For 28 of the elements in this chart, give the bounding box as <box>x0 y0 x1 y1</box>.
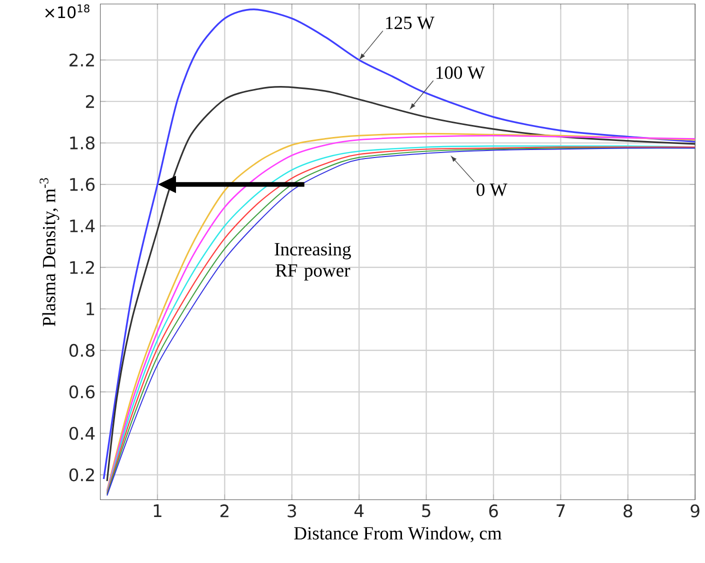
y-tick-label: 1.8 <box>70 136 94 150</box>
y-tick-label: 2.2 <box>70 53 94 66</box>
y-tick-label: 1.4 <box>70 220 95 232</box>
x-tick-label: 3 <box>288 504 296 518</box>
x-tick-label: 7 <box>556 504 565 517</box>
y-axis-title: Plasma Density, m$^{-3}$ <box>40 178 60 326</box>
y-tick-label: 0.4 <box>69 426 95 440</box>
annotation: 100 W <box>436 66 485 79</box>
y-tick-label: 1.2 <box>70 260 94 274</box>
x-tick-label: 6 <box>489 504 498 518</box>
annotation: 125 W <box>386 16 434 30</box>
y-tick-label: 2 <box>86 94 94 108</box>
annotation: 0 W <box>476 183 508 196</box>
line-series <box>102 8 696 480</box>
x-tick-label: 5 <box>422 504 430 518</box>
y-tick-label: 0.6 <box>69 385 95 398</box>
y-tick-label: 0.2 <box>69 468 94 482</box>
x-tick-label: 1 <box>154 504 162 517</box>
annotation: Increasing RF power <box>274 242 351 280</box>
x-tick-label: 2 <box>220 504 228 518</box>
y-tick-label: 0.8 <box>69 344 94 357</box>
x-tick-label: 9 <box>690 504 700 518</box>
y-tick-label: 1 <box>86 302 94 316</box>
x-tick-label: 8 <box>624 504 632 518</box>
y-tick-label: 1.6 <box>70 178 95 191</box>
text: ×10$^{18}$ <box>45 4 90 18</box>
x-tick-label: 4 <box>354 504 364 517</box>
x-axis-title: Distance From Window, cm <box>294 526 502 542</box>
